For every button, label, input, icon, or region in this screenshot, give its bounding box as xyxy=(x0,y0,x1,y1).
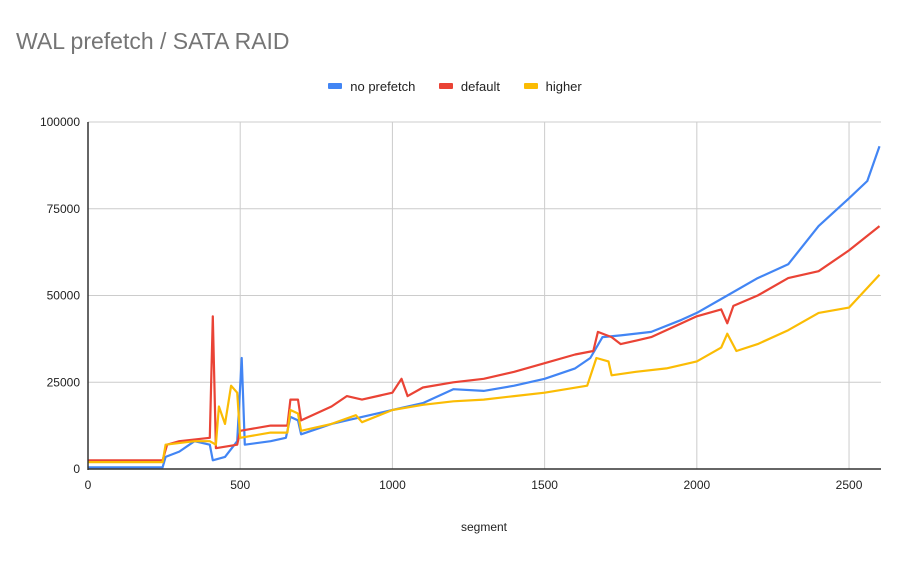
x-axis-label: segment xyxy=(461,520,508,534)
legend-label: default xyxy=(460,78,500,94)
y-tick-label: 25000 xyxy=(47,375,81,389)
series-line-no-prefetch xyxy=(88,145,881,469)
y-tick-label: 75000 xyxy=(47,202,81,216)
y-tick-label: 0 xyxy=(73,462,80,476)
series-line-higher xyxy=(88,273,881,464)
y-tick-label: 100000 xyxy=(40,115,80,129)
legend-item-higher: higher xyxy=(523,78,582,94)
y-tick-label: 50000 xyxy=(47,289,81,303)
x-tick-label: 0 xyxy=(85,478,92,492)
legend-swatch xyxy=(328,83,343,89)
legend-item-default: default xyxy=(438,78,500,94)
x-tick-label: 2500 xyxy=(836,478,863,492)
legend-label: higher xyxy=(545,78,582,94)
legend-item-no-prefetch: no prefetch xyxy=(328,79,415,94)
x-tick-label: 2000 xyxy=(683,478,710,492)
x-tick-label: 1500 xyxy=(531,478,558,492)
legend-swatch xyxy=(438,83,453,89)
x-tick-label: 1000 xyxy=(379,478,406,492)
legend: no prefetch default higher xyxy=(0,77,910,94)
legend-swatch xyxy=(523,83,538,89)
x-tick-label: 500 xyxy=(230,478,250,492)
series-line-default xyxy=(88,225,881,462)
legend-label: no prefetch xyxy=(350,78,416,94)
chart-title: WAL prefetch / SATA RAID xyxy=(16,28,290,54)
